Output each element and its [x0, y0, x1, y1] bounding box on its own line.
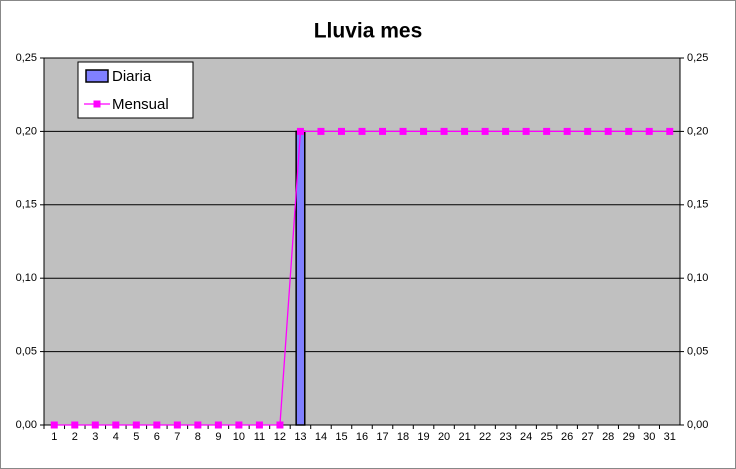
legend-swatch: [85, 69, 109, 83]
marker: [173, 421, 181, 429]
marker: [296, 127, 304, 135]
marker: [255, 421, 263, 429]
marker: [481, 127, 489, 135]
x-tick-label: 21: [458, 431, 470, 443]
marker: [50, 421, 58, 429]
x-tick-label: 18: [397, 431, 409, 443]
marker: [440, 127, 448, 135]
x-tick-label: 10: [233, 431, 245, 443]
x-tick-label: 13: [294, 431, 306, 443]
marker: [317, 127, 325, 135]
x-tick-label: 6: [154, 431, 160, 443]
marker: [358, 127, 366, 135]
marker: [543, 127, 551, 135]
x-tick-label: 5: [133, 431, 139, 443]
x-tick-label: 14: [315, 431, 327, 443]
x-tick-label: 11: [254, 431, 265, 443]
x-tick-label: 26: [561, 431, 573, 443]
x-tick-label: 9: [215, 431, 221, 443]
x-tick-label: 28: [602, 431, 614, 443]
x-tick-label: 1: [51, 431, 57, 443]
x-tick-label: 12: [274, 431, 286, 443]
x-tick-label: 20: [438, 431, 450, 443]
x-tick-label: 16: [356, 431, 368, 443]
x-tick-label: 24: [520, 431, 532, 443]
y2-tick-label: 0,10: [687, 272, 708, 284]
y-tick-label: 0,20: [16, 125, 37, 137]
marker: [666, 127, 674, 135]
x-tick-label: 23: [499, 431, 511, 443]
x-tick-label: 17: [376, 431, 388, 443]
x-tick-label: 15: [335, 431, 347, 443]
x-tick-label: 27: [582, 431, 594, 443]
chart-title: Lluvia mes: [314, 20, 423, 43]
y-tick-label: 0,00: [16, 419, 37, 431]
y-tick-label: 0,15: [16, 199, 37, 211]
marker: [604, 127, 612, 135]
marker: [645, 127, 653, 135]
x-tick-label: 22: [479, 431, 491, 443]
x-tick-label: 8: [195, 431, 201, 443]
marker: [584, 127, 592, 135]
x-tick-label: 31: [664, 431, 676, 443]
y2-tick-label: 0,00: [687, 419, 708, 431]
marker: [91, 421, 99, 429]
y2-tick-label: 0,05: [687, 346, 708, 358]
marker: [132, 421, 140, 429]
marker: [379, 127, 387, 135]
legend-label: Diaria: [112, 68, 152, 85]
marker: [563, 127, 571, 135]
x-tick-label: 30: [643, 431, 655, 443]
plot-area: [43, 57, 681, 426]
y2-tick-label: 0,25: [687, 52, 708, 64]
x-tick-label: 7: [174, 431, 180, 443]
y2-tick-label: 0,20: [687, 125, 708, 137]
x-tick-label: 29: [623, 431, 635, 443]
marker: [522, 127, 530, 135]
y2-tick-label: 0,15: [687, 199, 708, 211]
marker: [461, 127, 469, 135]
x-tick-label: 3: [92, 431, 98, 443]
marker: [235, 421, 243, 429]
marker: [420, 127, 428, 135]
marker: [214, 421, 222, 429]
x-tick-label: 4: [113, 431, 119, 443]
marker: [625, 127, 633, 135]
y-tick-label: 0,10: [16, 272, 37, 284]
y-tick-label: 0,05: [16, 346, 37, 358]
marker: [112, 421, 120, 429]
legend-label: Mensual: [112, 96, 169, 113]
legend-swatch: [93, 100, 101, 108]
x-tick-label: 2: [72, 431, 78, 443]
x-tick-label: 19: [417, 431, 429, 443]
marker: [337, 127, 345, 135]
marker: [194, 421, 202, 429]
marker: [71, 421, 79, 429]
marker: [153, 421, 161, 429]
marker: [276, 421, 284, 429]
x-tick-label: 25: [541, 431, 553, 443]
marker: [399, 127, 407, 135]
marker: [502, 127, 510, 135]
y-tick-label: 0,25: [16, 52, 37, 64]
